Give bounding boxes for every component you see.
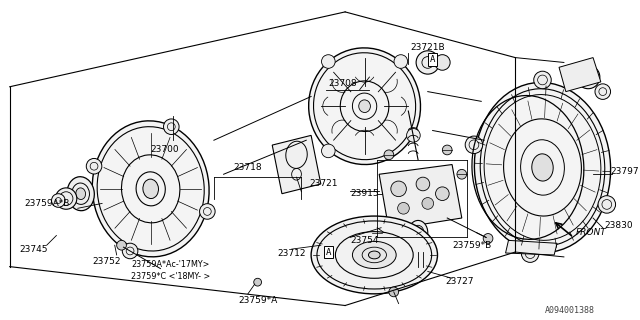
- Circle shape: [595, 84, 611, 100]
- Ellipse shape: [408, 220, 428, 245]
- Text: 23712: 23712: [277, 250, 305, 259]
- Circle shape: [406, 129, 420, 142]
- Circle shape: [422, 197, 434, 209]
- Ellipse shape: [311, 216, 438, 294]
- Text: 23915: 23915: [350, 189, 379, 198]
- Text: A: A: [430, 55, 435, 64]
- Text: 23727: 23727: [445, 277, 474, 286]
- Circle shape: [457, 169, 467, 179]
- Text: 23830: 23830: [605, 221, 634, 230]
- Text: 23759*B: 23759*B: [452, 241, 492, 250]
- Circle shape: [391, 181, 406, 196]
- Circle shape: [416, 177, 429, 191]
- Text: 23721B: 23721B: [410, 44, 445, 52]
- Circle shape: [598, 196, 616, 213]
- Text: 23745: 23745: [19, 244, 48, 254]
- Circle shape: [52, 194, 65, 207]
- Circle shape: [483, 234, 493, 243]
- Circle shape: [321, 55, 335, 68]
- Text: 23759A*Ac-'17MY>: 23759A*Ac-'17MY>: [131, 260, 210, 269]
- Text: 23700: 23700: [150, 146, 179, 155]
- Text: 23759A*B: 23759A*B: [24, 199, 70, 208]
- Circle shape: [389, 287, 399, 297]
- Polygon shape: [408, 245, 436, 264]
- Ellipse shape: [359, 100, 371, 113]
- Circle shape: [372, 228, 382, 237]
- Circle shape: [397, 203, 410, 214]
- Circle shape: [522, 245, 539, 262]
- Polygon shape: [559, 58, 601, 92]
- Polygon shape: [379, 164, 462, 230]
- Polygon shape: [506, 240, 557, 255]
- Text: 23752: 23752: [92, 257, 121, 266]
- Circle shape: [442, 145, 452, 155]
- Circle shape: [253, 278, 262, 286]
- Circle shape: [164, 119, 179, 134]
- Text: 23759*C <'18MY- >: 23759*C <'18MY- >: [131, 272, 211, 281]
- Ellipse shape: [76, 188, 86, 200]
- Circle shape: [56, 188, 77, 209]
- Circle shape: [200, 204, 215, 219]
- Text: FRONT: FRONT: [575, 228, 606, 237]
- Polygon shape: [272, 135, 321, 194]
- Circle shape: [321, 144, 335, 158]
- Ellipse shape: [92, 121, 209, 257]
- Ellipse shape: [67, 177, 94, 211]
- Text: 23718: 23718: [234, 163, 262, 172]
- Circle shape: [435, 55, 450, 70]
- Text: 23797: 23797: [611, 167, 639, 176]
- Text: A094001388: A094001388: [545, 306, 595, 315]
- Ellipse shape: [143, 179, 159, 198]
- Circle shape: [122, 243, 138, 259]
- Ellipse shape: [308, 48, 420, 164]
- Circle shape: [436, 187, 449, 201]
- Ellipse shape: [474, 83, 611, 252]
- Circle shape: [384, 150, 394, 160]
- Ellipse shape: [369, 251, 380, 259]
- Text: 23754: 23754: [350, 236, 378, 245]
- Ellipse shape: [353, 241, 396, 268]
- Text: 23708: 23708: [328, 79, 357, 88]
- Circle shape: [416, 51, 440, 74]
- Circle shape: [534, 71, 551, 89]
- Circle shape: [116, 240, 126, 250]
- Text: A: A: [326, 248, 332, 257]
- Text: 23759*A: 23759*A: [238, 296, 278, 305]
- Ellipse shape: [532, 154, 553, 181]
- Circle shape: [577, 65, 600, 89]
- Circle shape: [394, 55, 408, 68]
- Circle shape: [465, 136, 483, 154]
- Circle shape: [86, 158, 102, 174]
- Text: 23721: 23721: [309, 180, 338, 188]
